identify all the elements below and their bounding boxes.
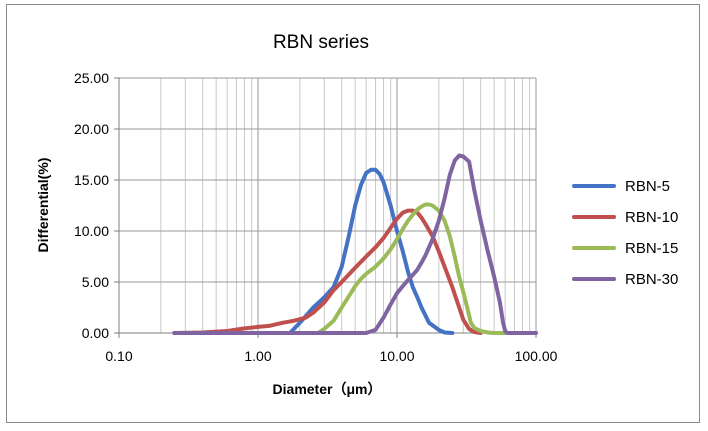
y-axis-label: Differential(%) [35,158,51,253]
x-axis-label: Diameter（μm） [273,381,382,397]
series-line-rbn-30 [172,153,538,335]
y-tick-label: 25.00 [74,70,109,86]
y-tick-label: 15.00 [74,172,109,188]
series-line-rbn-5 [288,167,455,335]
x-tick-label: 0.10 [105,348,132,364]
x-tick-label: 10.00 [379,348,414,364]
tick-labels: 0.10 1.00 10.00 100.00 0.00 5.00 10.00 15.00 20.… [74,70,558,364]
x-tick-label: 1.00 [244,348,271,364]
y-tick-label: 20.00 [74,121,109,137]
y-tick-label: 0.00 [82,325,109,341]
legend-label-rbn-10: RBN-10 [625,209,678,226]
chart-title: RBN series [273,32,369,53]
legend-label-rbn-15: RBN-15 [625,240,678,257]
legend: RBN-5 RBN-10 RBN-15 RBN-30 [572,178,678,288]
series-line-rbn-10 [172,208,483,335]
chart-svg: 0.10 1.00 10.00 100.00 0.00 5.00 10.00 15.00 20.… [35,32,678,397]
legend-label-rbn-5: RBN-5 [625,178,670,195]
chart-frame: 0.10 1.00 10.00 100.00 0.00 5.00 10.00 15.00 20.… [6,4,700,423]
legend-label-rbn-30: RBN-30 [625,271,678,288]
x-tick-label: 100.00 [515,348,558,364]
y-tick-label: 10.00 [74,223,109,239]
series-lines [172,153,538,335]
y-tick-label: 5.00 [82,274,109,290]
series-line-rbn-15 [316,202,508,335]
